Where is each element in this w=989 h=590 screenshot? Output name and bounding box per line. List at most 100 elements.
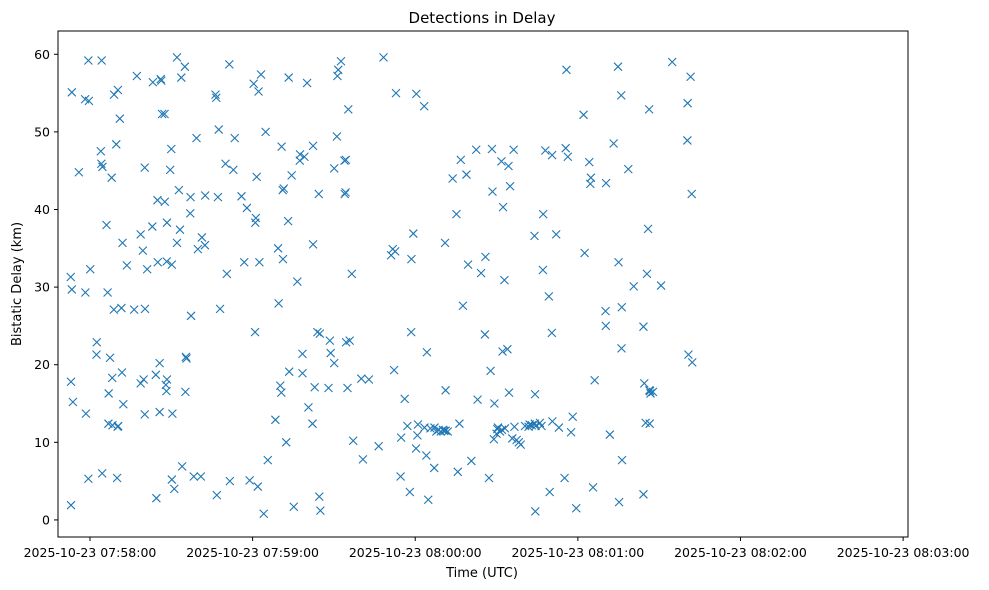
data-point <box>645 419 655 429</box>
data-point <box>250 327 260 337</box>
data-point <box>629 281 639 291</box>
data-point <box>500 275 509 285</box>
data-point <box>347 269 357 279</box>
data-point <box>181 352 191 362</box>
data-point <box>609 139 619 148</box>
data-point <box>324 383 333 393</box>
data-point <box>142 264 152 274</box>
data-point <box>287 170 297 180</box>
data-point <box>167 260 177 269</box>
data-point <box>374 441 384 451</box>
data-point <box>140 409 150 419</box>
data-point <box>562 65 571 75</box>
data-point <box>147 222 157 231</box>
chart-title: Detections in Delay <box>409 9 556 27</box>
data-point <box>456 155 466 165</box>
data-point <box>516 440 526 450</box>
data-point <box>601 321 611 331</box>
data-point <box>348 436 358 446</box>
data-point <box>421 451 431 460</box>
y-tick-label: 50 <box>34 124 50 139</box>
data-point <box>113 421 123 431</box>
data-point <box>566 427 576 437</box>
data-point <box>122 260 132 270</box>
data-point <box>245 475 255 485</box>
data-point <box>263 455 273 465</box>
data-point <box>172 238 182 248</box>
data-point <box>284 73 294 82</box>
data-point <box>643 224 653 234</box>
y-axis: 0 10 20 30 40 50 60 <box>34 47 58 527</box>
data-point <box>458 301 468 311</box>
data-point <box>538 265 548 275</box>
data-point <box>172 52 182 62</box>
data-point <box>473 395 482 405</box>
data-point <box>84 96 94 106</box>
data-point <box>396 433 406 443</box>
data-point <box>67 87 77 97</box>
data-point <box>242 203 252 213</box>
data-point <box>613 62 623 72</box>
data-point <box>308 141 318 151</box>
x-tick-label: 2025-10-23 08:02:00 <box>674 545 807 560</box>
data-point <box>80 288 90 297</box>
data-point <box>162 257 172 266</box>
data-point <box>222 269 232 279</box>
data-point <box>252 172 262 182</box>
data-point <box>270 415 280 425</box>
data-point <box>329 163 339 173</box>
data-point <box>66 272 76 282</box>
data-point <box>326 348 336 358</box>
data-point <box>118 399 128 409</box>
data-point <box>616 91 626 100</box>
data-point <box>274 299 284 308</box>
data-point <box>498 202 508 212</box>
data-point <box>315 506 325 516</box>
data-point <box>140 304 150 314</box>
data-point <box>466 456 476 466</box>
data-point <box>221 159 230 169</box>
data-point <box>656 281 666 290</box>
data-point <box>396 472 405 481</box>
data-point <box>166 144 176 154</box>
data-point <box>538 209 548 219</box>
data-point <box>254 87 263 96</box>
data-point <box>419 101 429 111</box>
data-markers <box>66 52 697 519</box>
data-point <box>617 302 627 312</box>
plot-area <box>57 30 909 538</box>
data-point <box>497 425 507 435</box>
data-point <box>441 385 450 395</box>
data-point <box>113 85 123 95</box>
data-point <box>211 93 221 103</box>
data-point <box>530 507 540 516</box>
data-point <box>648 387 658 397</box>
data-point <box>336 56 346 66</box>
data-point <box>617 455 627 465</box>
data-point <box>487 144 497 154</box>
data-point <box>83 474 93 484</box>
data-point <box>249 79 259 89</box>
data-point <box>547 150 557 160</box>
data-point <box>251 213 261 223</box>
data-point <box>509 145 519 155</box>
data-point <box>180 62 190 72</box>
data-point <box>304 403 313 412</box>
data-point <box>107 173 117 183</box>
y-tick-label: 0 <box>42 512 50 527</box>
data-point <box>200 191 210 200</box>
data-point <box>289 502 299 512</box>
data-point <box>160 109 169 119</box>
data-point <box>283 216 293 226</box>
data-point <box>85 264 95 274</box>
data-point <box>298 368 307 378</box>
data-point <box>530 389 540 399</box>
data-point <box>476 268 486 278</box>
data-point <box>96 146 106 156</box>
data-point <box>66 500 76 510</box>
data-point <box>413 420 423 429</box>
data-point <box>74 167 84 177</box>
data-point <box>586 173 596 183</box>
y-axis-label: Bistatic Delay (km) <box>10 222 25 346</box>
data-point <box>278 254 288 264</box>
